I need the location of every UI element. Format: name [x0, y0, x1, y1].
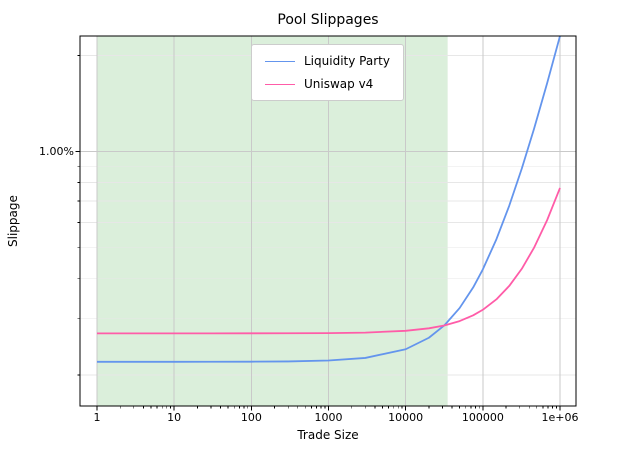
x-tick-label: 1e+06 — [541, 411, 579, 424]
legend-label-liquidity-party: Liquidity Party — [304, 54, 390, 68]
x-axis-label: Trade Size — [297, 428, 359, 442]
x-tick-label: 10000 — [388, 411, 424, 424]
legend-label-uniswap-v4: Uniswap v4 — [304, 77, 374, 91]
x-tick-label: 100000 — [461, 411, 504, 424]
legend-entry-uniswap-v4: Uniswap v4 — [265, 77, 390, 91]
x-tick-label: 10 — [167, 411, 182, 424]
series-line-liquidity-party — [97, 36, 561, 363]
legend-line-sample-blue — [265, 60, 295, 62]
x-tick-label: 1000 — [314, 411, 343, 424]
legend: Liquidity Party Uniswap v4 — [251, 44, 404, 101]
chart-title: Pool Slippages — [277, 12, 379, 28]
x-tick-label: 100 — [240, 411, 262, 424]
legend-entry-liquidity-party: Liquidity Party — [265, 54, 390, 68]
series-line-uniswap-v4 — [97, 187, 561, 335]
legend-line-sample-pink — [265, 83, 295, 85]
x-tick-label: 1 — [93, 411, 101, 424]
y-tick-label: 1.00% — [39, 144, 74, 158]
y-axis-label: Slippage — [6, 195, 20, 247]
